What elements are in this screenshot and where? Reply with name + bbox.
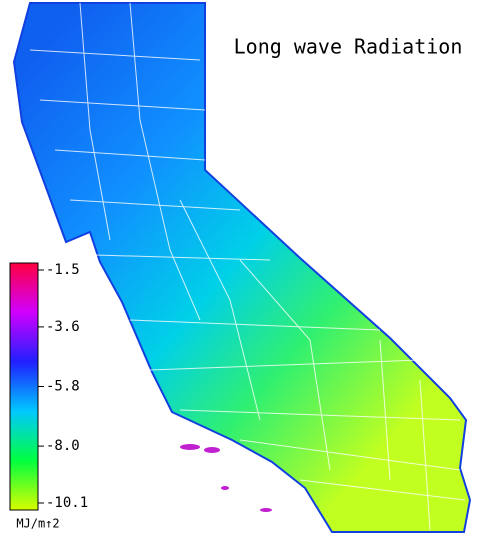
colorbar-ticks: -1.5 -3.6 -5.8 -8.0 -10.1 [38, 262, 88, 511]
colorbar-tick-label: -8.0 [46, 438, 80, 454]
islands [180, 444, 272, 512]
colorbar-tick-label: -10.1 [46, 495, 88, 511]
island [180, 444, 200, 450]
colorbar-unit: MJ/m↑2 [16, 517, 59, 531]
county-lines [29, 2, 466, 531]
colorbar-tick-label: -3.6 [46, 319, 80, 335]
map-title: Long wave Radiation [234, 35, 463, 59]
california [12, 2, 472, 533]
colorbar-tick-label: -1.5 [46, 262, 80, 278]
island [204, 447, 220, 453]
state-map [12, 2, 472, 533]
island [221, 486, 229, 490]
colorbar [9, 262, 39, 511]
island [260, 508, 272, 512]
colorbar-tick-label: -5.8 [46, 379, 80, 395]
